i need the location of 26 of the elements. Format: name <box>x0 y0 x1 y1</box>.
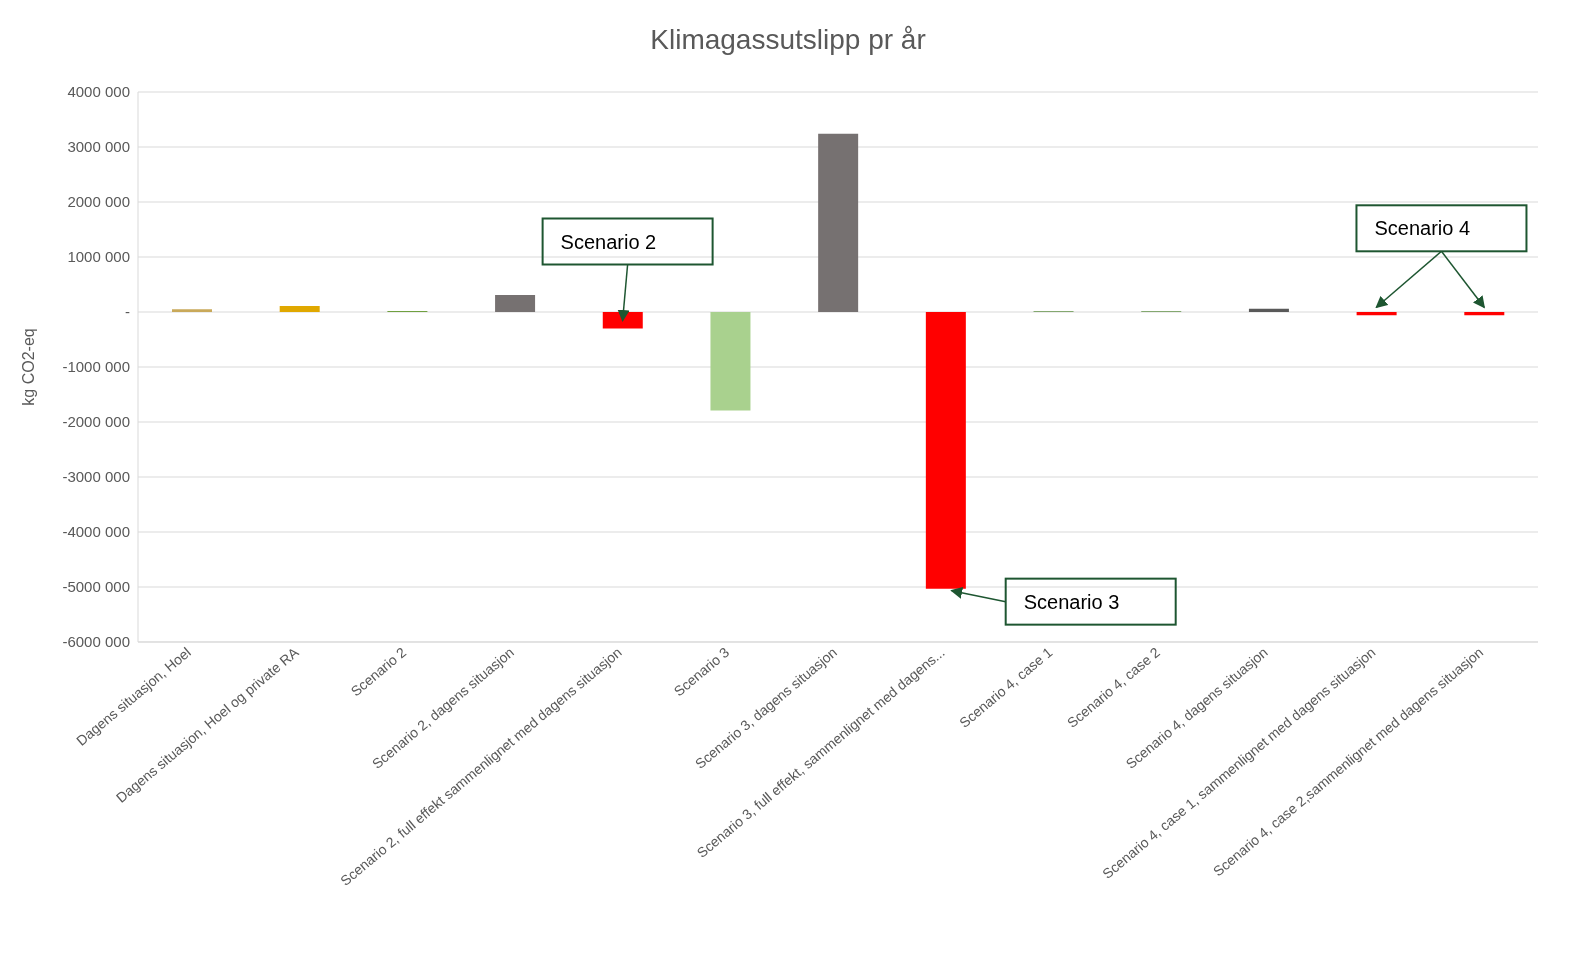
y-tick-label: 3000 000 <box>67 138 130 156</box>
annotation: Scenario 2 <box>560 230 657 253</box>
bar <box>710 312 751 411</box>
y-tick-label: -6000 000 <box>62 633 130 651</box>
bar <box>495 294 536 312</box>
y-tick-label: -3000 000 <box>62 468 130 486</box>
y-tick-label: 2000 000 <box>67 193 130 211</box>
chart-title: Klimagassutslipp pr år <box>649 23 927 57</box>
bar <box>602 312 643 329</box>
bar <box>1464 312 1505 316</box>
y-tick-label: 4000 000 <box>67 83 130 101</box>
annotation: Scenario 4 <box>1374 217 1471 240</box>
bar <box>925 312 966 589</box>
annotation: Scenario 3 <box>1023 590 1120 613</box>
y-tick-label: -4000 000 <box>62 523 130 541</box>
y-axis-title: kg CO2-eq <box>19 328 37 406</box>
bar <box>1356 312 1397 316</box>
bar <box>172 309 212 312</box>
y-tick-label: - <box>125 303 130 321</box>
bar <box>1248 308 1289 312</box>
y-tick-label: 1000 000 <box>67 248 130 266</box>
y-tick-label: -5000 000 <box>62 578 130 596</box>
y-tick-label: -1000 000 <box>62 358 130 376</box>
y-tick-label: -2000 000 <box>62 413 130 431</box>
bar <box>279 305 320 312</box>
bar <box>818 133 859 312</box>
